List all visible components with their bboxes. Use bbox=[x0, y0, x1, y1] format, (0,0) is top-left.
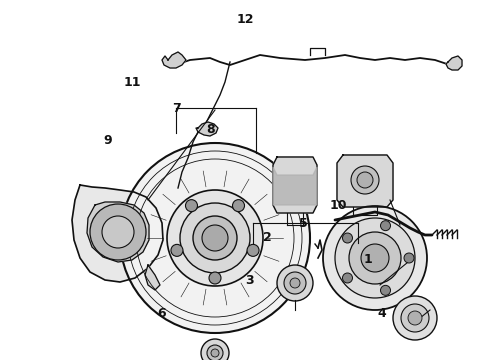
Text: 12: 12 bbox=[236, 13, 254, 26]
Polygon shape bbox=[72, 185, 163, 282]
Circle shape bbox=[171, 244, 183, 256]
Text: 10: 10 bbox=[329, 199, 347, 212]
Circle shape bbox=[343, 233, 352, 243]
Polygon shape bbox=[446, 56, 462, 70]
Circle shape bbox=[180, 203, 250, 273]
Polygon shape bbox=[273, 167, 317, 205]
Circle shape bbox=[186, 200, 197, 212]
Circle shape bbox=[393, 296, 437, 340]
Circle shape bbox=[284, 272, 306, 294]
Polygon shape bbox=[273, 157, 317, 213]
Circle shape bbox=[290, 278, 300, 288]
Polygon shape bbox=[145, 265, 160, 290]
Text: 9: 9 bbox=[103, 134, 112, 147]
Circle shape bbox=[335, 218, 415, 298]
Circle shape bbox=[167, 190, 263, 286]
Circle shape bbox=[323, 206, 427, 310]
Circle shape bbox=[361, 244, 389, 272]
Text: 4: 4 bbox=[378, 307, 387, 320]
Circle shape bbox=[201, 339, 229, 360]
Circle shape bbox=[408, 311, 422, 325]
Polygon shape bbox=[87, 202, 149, 262]
Circle shape bbox=[277, 265, 313, 301]
Circle shape bbox=[357, 172, 373, 188]
Text: 6: 6 bbox=[157, 307, 166, 320]
Circle shape bbox=[233, 200, 245, 212]
Polygon shape bbox=[337, 155, 393, 207]
Text: 8: 8 bbox=[206, 123, 215, 136]
Polygon shape bbox=[196, 122, 218, 136]
Text: 11: 11 bbox=[123, 76, 141, 89]
Circle shape bbox=[381, 221, 391, 231]
Text: 2: 2 bbox=[263, 231, 271, 244]
Circle shape bbox=[404, 253, 414, 263]
Text: 3: 3 bbox=[245, 274, 254, 287]
Circle shape bbox=[193, 216, 237, 260]
Text: 7: 7 bbox=[172, 102, 181, 114]
Circle shape bbox=[343, 273, 352, 283]
Text: 5: 5 bbox=[299, 217, 308, 230]
Circle shape bbox=[401, 304, 429, 332]
Circle shape bbox=[207, 345, 223, 360]
Circle shape bbox=[202, 225, 228, 251]
Text: 1: 1 bbox=[363, 253, 372, 266]
Circle shape bbox=[211, 349, 219, 357]
Circle shape bbox=[247, 244, 259, 256]
Circle shape bbox=[209, 272, 221, 284]
Circle shape bbox=[351, 166, 379, 194]
Polygon shape bbox=[162, 52, 186, 68]
Circle shape bbox=[349, 232, 401, 284]
Circle shape bbox=[90, 204, 146, 260]
Circle shape bbox=[381, 285, 391, 295]
Circle shape bbox=[102, 216, 134, 248]
Circle shape bbox=[120, 143, 310, 333]
